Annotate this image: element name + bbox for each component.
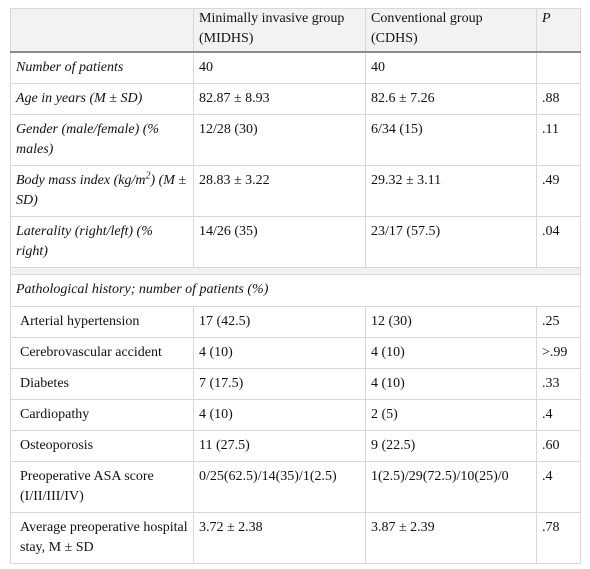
cell-cdhs: 9 (22.5) <box>365 430 537 462</box>
cell-midhs: 14/26 (35) <box>193 216 366 268</box>
cell-p: .78 <box>536 512 581 564</box>
table-row: Arterial hypertension 17 (42.5) 12 (30) … <box>10 306 581 338</box>
header-cell-cdhs: Conventional group (CDHS) <box>365 8 537 53</box>
cell-midhs: 82.87 ± 8.93 <box>193 83 366 115</box>
row-label: Diabetes <box>10 368 194 400</box>
cell-cdhs: 6/34 (15) <box>365 114 537 166</box>
spacer-row <box>10 267 581 275</box>
table-row: Cerebrovascular accident 4 (10) 4 (10) >… <box>10 337 581 369</box>
table-row: Gender (male/female) (% males) 12/28 (30… <box>10 114 581 166</box>
cell-midhs: 0/25(62.5)/14(35)/1(2.5) <box>193 461 366 513</box>
header-cell-p: P <box>536 8 581 53</box>
table-row: Cardiopathy 4 (10) 2 (5) .4 <box>10 399 581 431</box>
row-label: Cerebrovascular accident <box>10 337 194 369</box>
row-label-pre: Body mass index (kg/m <box>16 173 146 188</box>
header-cell-midhs: Minimally invasive group (MIDHS) <box>193 8 366 53</box>
row-label: Preoperative ASA score (I/II/III/IV) <box>10 461 194 513</box>
cell-cdhs: 23/17 (57.5) <box>365 216 537 268</box>
row-label: Average preoperative hospital stay, M ± … <box>10 512 194 564</box>
cell-p: .60 <box>536 430 581 462</box>
row-label: Body mass index (kg/m2) (M ± SD) <box>10 165 194 217</box>
cell-midhs: 40 <box>193 51 366 84</box>
demographics-table: Minimally invasive group (MIDHS) Convent… <box>10 8 581 564</box>
row-label: Laterality (right/left) (% right) <box>10 216 194 268</box>
cell-midhs: 4 (10) <box>193 337 366 369</box>
cell-midhs: 17 (42.5) <box>193 306 366 338</box>
cell-p: .25 <box>536 306 581 338</box>
row-label-post: ) (M ± SD) <box>16 173 187 208</box>
table-row: Diabetes 7 (17.5) 4 (10) .33 <box>10 368 581 400</box>
table-row: Age in years (M ± SD) 82.87 ± 8.93 82.6 … <box>10 83 581 115</box>
header-cell-empty <box>10 8 194 53</box>
row-label: Gender (male/female) (% males) <box>10 114 194 166</box>
cell-p: >.99 <box>536 337 581 369</box>
row-label: Osteoporosis <box>10 430 194 462</box>
cell-cdhs: 40 <box>365 51 537 84</box>
table-row: Laterality (right/left) (% right) 14/26 … <box>10 216 581 268</box>
table-row: Preoperative ASA score (I/II/III/IV) 0/2… <box>10 461 581 513</box>
cell-midhs: 11 (27.5) <box>193 430 366 462</box>
row-label: Cardiopathy <box>10 399 194 431</box>
cell-cdhs: 2 (5) <box>365 399 537 431</box>
cell-p: .4 <box>536 461 581 513</box>
cell-p: .4 <box>536 399 581 431</box>
cell-cdhs: 82.6 ± 7.26 <box>365 83 537 115</box>
row-label-sup: 2 <box>145 170 151 182</box>
header-row: Minimally invasive group (MIDHS) Convent… <box>10 8 581 53</box>
section-title: Pathological history; number of patients… <box>10 274 581 307</box>
cell-cdhs: 4 (10) <box>365 368 537 400</box>
table-row: Average preoperative hospital stay, M ± … <box>10 512 581 564</box>
table-row: Osteoporosis 11 (27.5) 9 (22.5) .60 <box>10 430 581 462</box>
cell-midhs: 12/28 (30) <box>193 114 366 166</box>
table-row: Body mass index (kg/m2) (M ± SD) 28.83 ±… <box>10 165 581 217</box>
cell-cdhs: 29.32 ± 3.11 <box>365 165 537 217</box>
cell-cdhs: 1(2.5)/29(72.5)/10(25)/0 <box>365 461 537 513</box>
cell-cdhs: 12 (30) <box>365 306 537 338</box>
cell-p: .11 <box>536 114 581 166</box>
cell-p: .49 <box>536 165 581 217</box>
spacer-cell <box>10 267 581 275</box>
cell-midhs: 28.83 ± 3.22 <box>193 165 366 217</box>
cell-p: .33 <box>536 368 581 400</box>
table-row: Number of patients 40 40 <box>10 51 581 84</box>
cell-p: .88 <box>536 83 581 115</box>
cell-p <box>536 51 581 84</box>
cell-cdhs: 3.87 ± 2.39 <box>365 512 537 564</box>
cell-midhs: 3.72 ± 2.38 <box>193 512 366 564</box>
row-label: Arterial hypertension <box>10 306 194 338</box>
row-label: Age in years (M ± SD) <box>10 83 194 115</box>
cell-p: .04 <box>536 216 581 268</box>
cell-cdhs: 4 (10) <box>365 337 537 369</box>
cell-midhs: 4 (10) <box>193 399 366 431</box>
row-label: Number of patients <box>10 51 194 84</box>
cell-midhs: 7 (17.5) <box>193 368 366 400</box>
section-row: Pathological history; number of patients… <box>10 274 581 307</box>
